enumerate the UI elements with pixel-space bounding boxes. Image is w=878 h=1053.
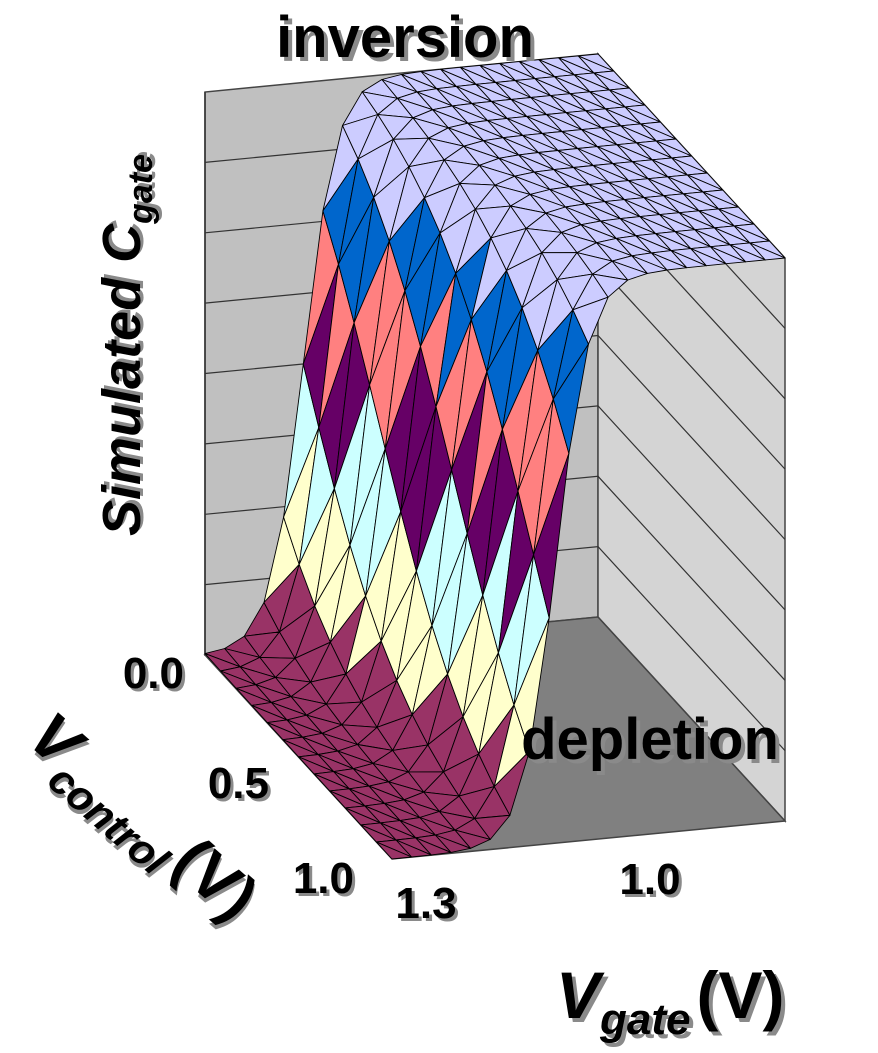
y-tick-0: 1.3 1.3 (395, 879, 459, 931)
svg-text:Vcontrol(V): Vcontrol(V) (7, 698, 271, 943)
svg-text:depletion: depletion (525, 711, 783, 776)
surface-facet (454, 829, 491, 849)
svg-text:Vgate(V): Vgate(V) (560, 962, 789, 1048)
surface-facet (375, 841, 413, 860)
surface-facet (434, 834, 472, 853)
surface-facet (631, 255, 668, 274)
svg-text:Simulated Cgate: Simulated Cgate (92, 154, 160, 536)
svg-text:0.5: 0.5 (211, 762, 272, 811)
surface-facet (395, 839, 432, 858)
x-tick-0: 0.0 0.0 (123, 649, 187, 701)
surface-facet (513, 617, 550, 752)
svg-text:0.5: 0.5 (208, 759, 269, 808)
surface-facet (611, 260, 648, 281)
svg-text:inversion: inversion (276, 5, 534, 70)
svg-text:1.0: 1.0 (296, 857, 357, 906)
svg-text:1.0: 1.0 (293, 854, 354, 903)
svg-text:0.0: 0.0 (126, 652, 187, 701)
svg-text:1.3: 1.3 (395, 879, 456, 928)
annotation-depletion: depletion depletion (521, 707, 783, 776)
y-tick-1: 1.0 1.0 (619, 855, 683, 907)
surface-facet (670, 250, 707, 269)
svg-text:1.3: 1.3 (398, 882, 459, 931)
surface-mesh (204, 53, 786, 860)
surface-facet (552, 343, 589, 454)
x-tick-2: 1.0 1.0 (293, 854, 357, 906)
surface-facet (729, 244, 766, 263)
svg-text:1.0: 1.0 (622, 858, 683, 907)
surface-facet (592, 273, 629, 298)
svg-text:depletion: depletion (521, 707, 779, 772)
surface-facet (474, 814, 511, 840)
annotation-inversion: inversion inversion (276, 5, 538, 74)
surface-facet (651, 252, 688, 271)
surface-facet (749, 242, 786, 261)
svg-text:1.0: 1.0 (619, 855, 680, 904)
surface-facet (533, 452, 570, 619)
surface-facet (690, 248, 727, 267)
x-axis-label: Vcontrol(V) Vcontrol(V) (7, 698, 272, 943)
surface-facet (415, 837, 452, 856)
x-tick-1: 0.5 0.5 (208, 759, 272, 811)
svg-text:Vgate(V): Vgate(V) (556, 958, 785, 1044)
surface-facet (572, 296, 609, 345)
surface-facet (493, 750, 530, 816)
y-axis-label: Vgate(V) Vgate(V) (556, 958, 789, 1048)
svg-text:0.0: 0.0 (123, 649, 184, 698)
z-axis-label: Simulated Cgate Simulated Cgate (92, 151, 163, 536)
svg-text:inversion: inversion (280, 9, 538, 74)
surface-facet (710, 246, 747, 265)
svg-text:Simulated Cgate: Simulated Cgate (95, 151, 163, 533)
